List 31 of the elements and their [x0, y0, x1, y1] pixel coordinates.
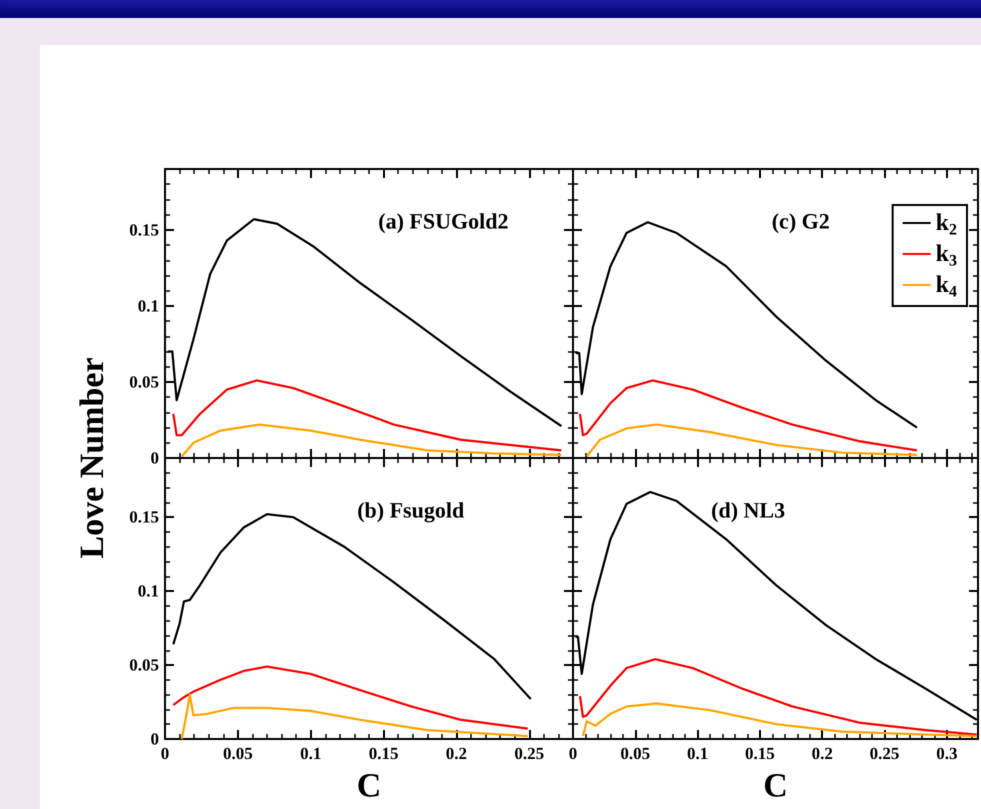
x-tick-label: 0.15: [745, 744, 775, 763]
y-tick-label: 0: [150, 448, 159, 468]
text: (d) NL3: [711, 498, 786, 522]
line-series: [172, 379, 562, 452]
x-tick-label: 0.2: [812, 744, 833, 763]
x-tick-label: 0.2: [446, 744, 468, 763]
x-tick-label: 0: [568, 744, 578, 763]
x-tick-label: 0.1: [686, 744, 708, 763]
text: (a) FSUGold2: [378, 208, 508, 234]
y-tick-label: 0.05: [129, 372, 159, 392]
x-tick-label: 0.25: [870, 744, 900, 763]
y-tick-label: 0.15: [129, 220, 159, 240]
y-tick-label: 0.05: [129, 656, 159, 675]
x-axis-title: C: [763, 768, 788, 804]
y-tick-label: 0.15: [129, 508, 159, 527]
y-tick-label: 0: [150, 730, 159, 748]
x-tick-label: 0.25: [514, 744, 544, 763]
text: (c) G2: [772, 208, 830, 234]
y-axis-title: Love Number: [74, 357, 112, 559]
text: (b) Fsugold: [357, 498, 464, 522]
x-tick-label: 0.1: [300, 744, 322, 763]
x-tick-label: 0.15: [368, 744, 398, 763]
y-tick-label: 0.1: [138, 582, 159, 601]
x-tick-label: 0.3: [936, 744, 958, 763]
x-tick-label: 0.05: [222, 744, 253, 763]
line-series: [172, 665, 529, 730]
x-axis-title: C: [356, 768, 382, 804]
x-tick-label: 0.05: [620, 744, 650, 763]
y-tick-label: 0.1: [138, 296, 159, 316]
line-series: [180, 694, 529, 740]
line-series: [180, 423, 562, 458]
